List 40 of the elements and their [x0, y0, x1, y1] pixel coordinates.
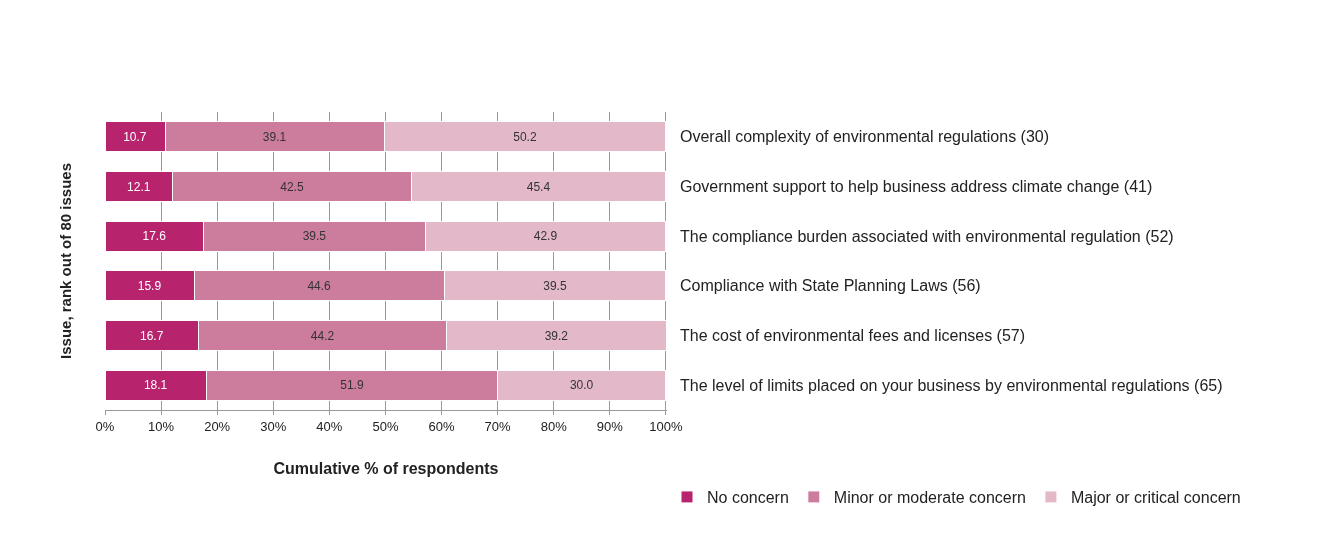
y-tick-label: Government support to help business address climate change (41) — [680, 178, 1153, 196]
x-tick-label: 40% — [316, 418, 343, 434]
data-label: 42.5 — [280, 179, 304, 194]
legend-label: Major or critical concern — [1070, 489, 1241, 507]
data-label: 51.9 — [340, 378, 364, 393]
data-label: 17.6 — [142, 229, 167, 244]
x-axis-title: Cumulative % of respondents — [273, 460, 499, 478]
legend-label: No concern — [707, 489, 789, 507]
data-label: 30.0 — [569, 378, 594, 393]
data-label: 12.1 — [127, 179, 151, 194]
data-label: 44.2 — [310, 328, 335, 343]
x-tick-label: 70% — [484, 418, 512, 434]
data-label: 39.1 — [262, 129, 287, 144]
x-tick-label: 10% — [148, 418, 175, 434]
y-tick-label: The level of limits placed on your business by environmental regulations (65) — [680, 376, 1223, 394]
data-label: 39.2 — [544, 328, 569, 343]
data-label: 39.5 — [543, 278, 567, 293]
legend-label: Minor or moderate concern — [833, 489, 1026, 507]
y-tick-label: Overall complexity of environmental regulations (30) — [680, 128, 1050, 146]
data-label: 15.9 — [137, 278, 162, 293]
data-label: 39.5 — [302, 229, 327, 244]
x-tick-label: 50% — [372, 418, 399, 434]
x-tick-label: 60% — [428, 418, 455, 434]
x-tick-label: 90% — [596, 418, 624, 434]
x-tick-label: 0% — [95, 418, 115, 434]
data-label: 42.9 — [533, 229, 558, 244]
x-tick-label: 20% — [204, 418, 231, 434]
y-axis-title: Issue, rank out of 80 issues — [56, 163, 74, 359]
y-tick-label: The compliance burden associated with environmental regulation (52) — [680, 227, 1174, 245]
data-label: 44.6 — [307, 278, 332, 293]
x-tick-label: 30% — [260, 418, 287, 434]
y-tick-label: The cost of environmental fees and licenses (57) — [680, 327, 1026, 345]
data-label: 45.4 — [526, 179, 551, 194]
data-label: 16.7 — [139, 328, 164, 343]
data-label: 50.2 — [513, 129, 537, 144]
x-tick-label: 100% — [649, 418, 683, 434]
x-tick-label: 80% — [540, 418, 568, 434]
data-label: 18.1 — [143, 378, 168, 393]
y-tick-label: Compliance with State Planning Laws (56) — [680, 277, 981, 295]
data-label: 10.7 — [123, 129, 147, 144]
